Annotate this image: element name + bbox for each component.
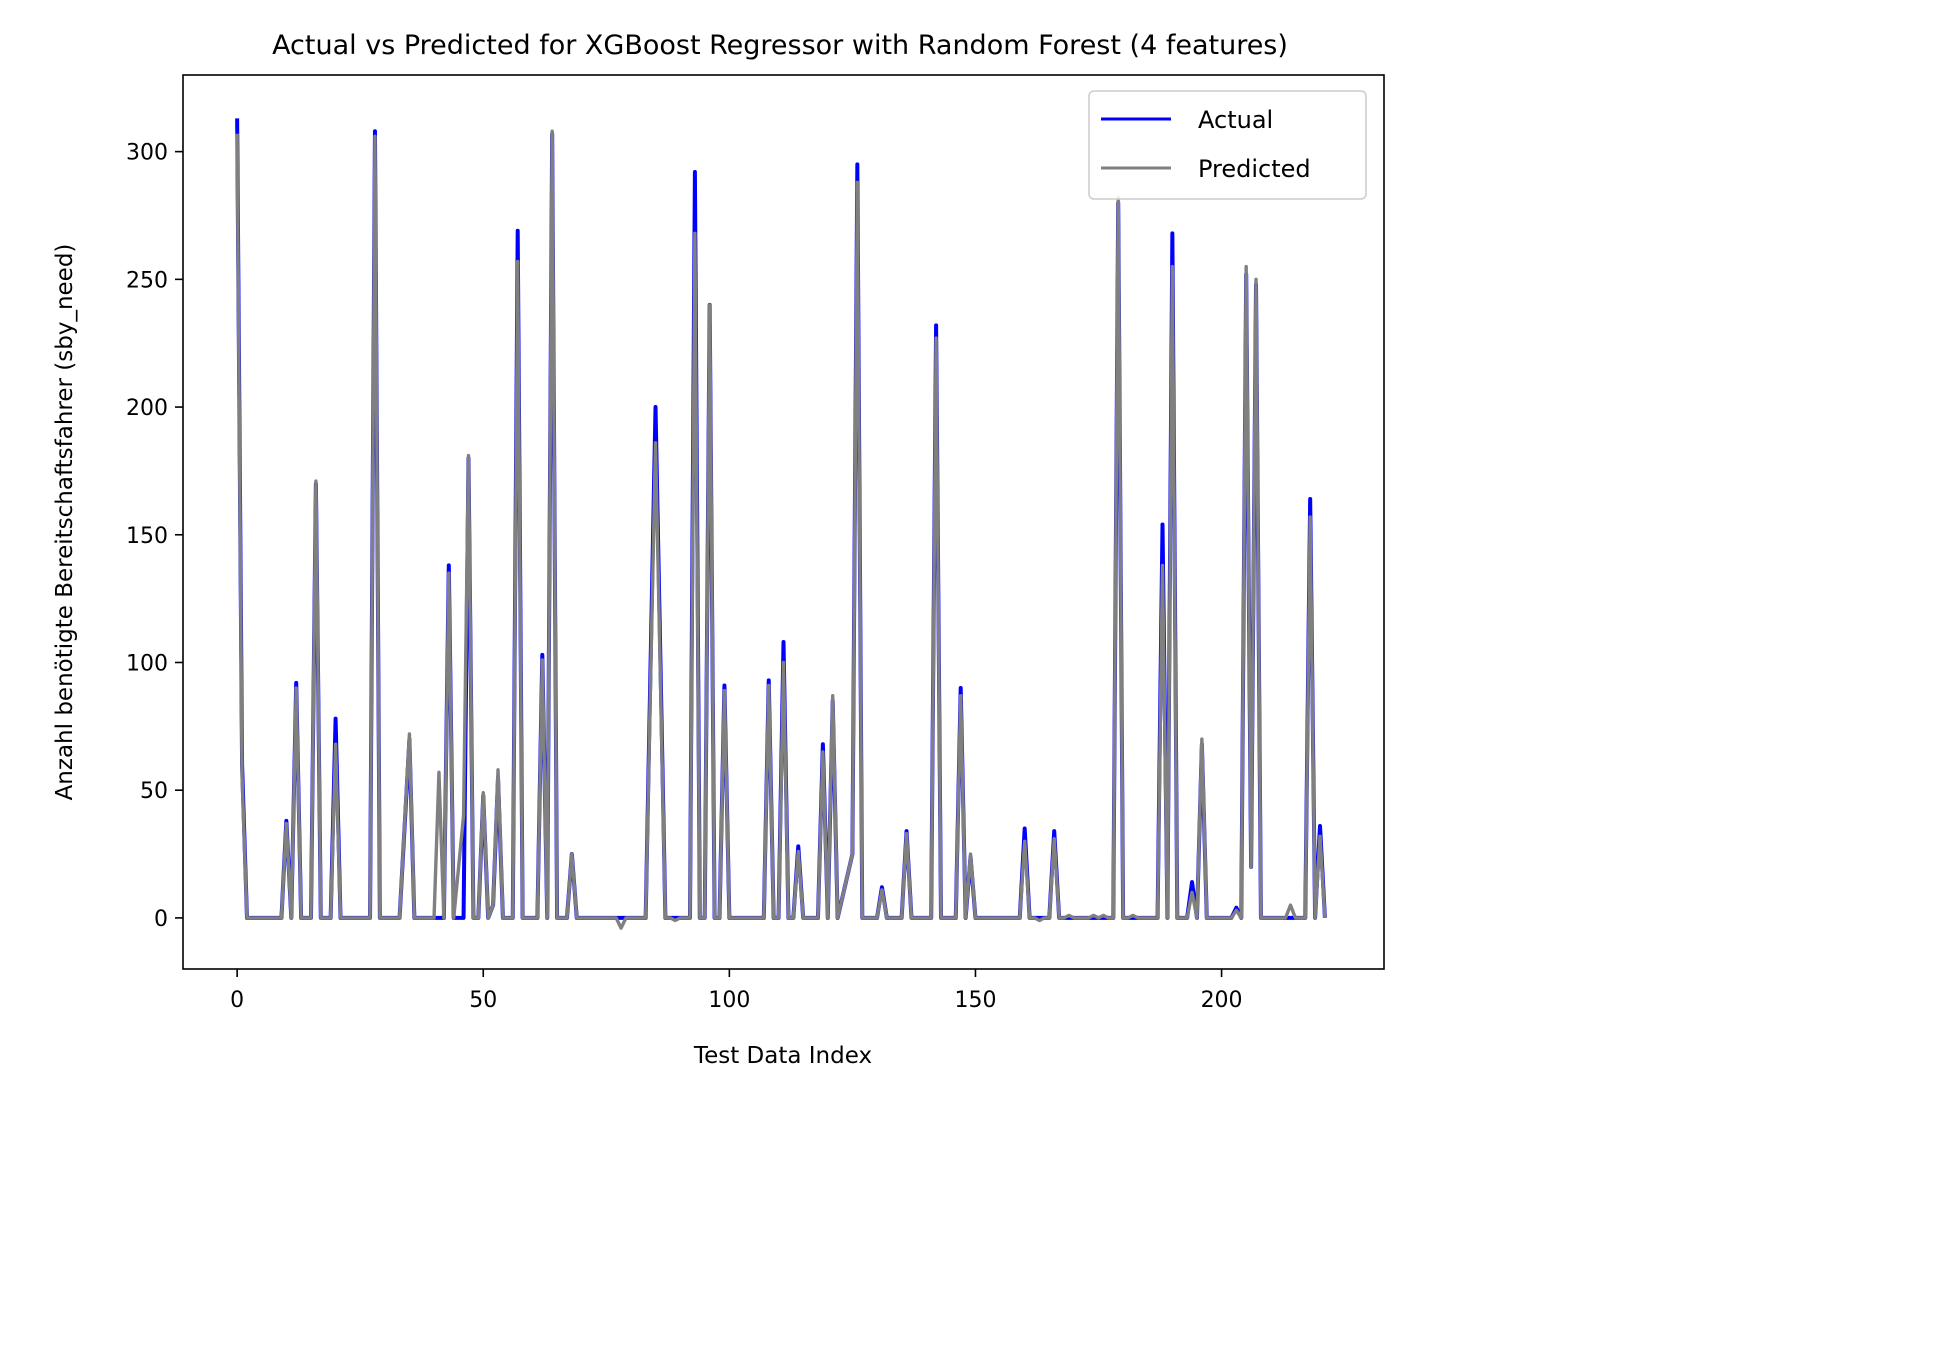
x-tick-label: 50 xyxy=(469,988,497,1013)
chart-title: Actual vs Predicted for XGBoost Regresso… xyxy=(272,30,1288,61)
plot-area xyxy=(182,74,1385,970)
chart-svg: Actual vs Predicted for XGBoost Regresso… xyxy=(52,30,1385,1069)
y-tick-label: 100 xyxy=(126,651,168,676)
plot-frame xyxy=(182,74,1385,970)
legend-label-actual: Actual xyxy=(1198,106,1273,134)
x-tick-label: 100 xyxy=(708,988,750,1013)
y-axis-label: Anzahl benötigte Bereitschaftsfahrer (sb… xyxy=(52,244,78,801)
y-tick-label: 300 xyxy=(126,141,168,166)
y-axis-ticks: 0 50 100 150 200 250 300 xyxy=(126,141,183,932)
y-tick-label: 150 xyxy=(126,524,168,549)
x-axis-ticks: 0 50 100 150 200 xyxy=(230,969,1243,1013)
chart: Actual vs Predicted for XGBoost Regresso… xyxy=(52,30,1385,1069)
y-tick-label: 50 xyxy=(140,779,168,804)
x-axis-label: Test Data Index xyxy=(693,1043,872,1069)
x-tick-label: 200 xyxy=(1201,988,1243,1013)
x-tick-label: 150 xyxy=(954,988,996,1013)
y-tick-label: 200 xyxy=(126,396,168,421)
x-tick-label: 0 xyxy=(230,988,244,1013)
legend-label-predicted: Predicted xyxy=(1198,155,1311,183)
series-line-predicted xyxy=(235,129,1327,930)
series-layer xyxy=(235,118,1327,930)
legend: Actual Predicted xyxy=(1088,90,1367,200)
y-tick-label: 0 xyxy=(154,907,168,932)
y-tick-label: 250 xyxy=(126,268,168,293)
